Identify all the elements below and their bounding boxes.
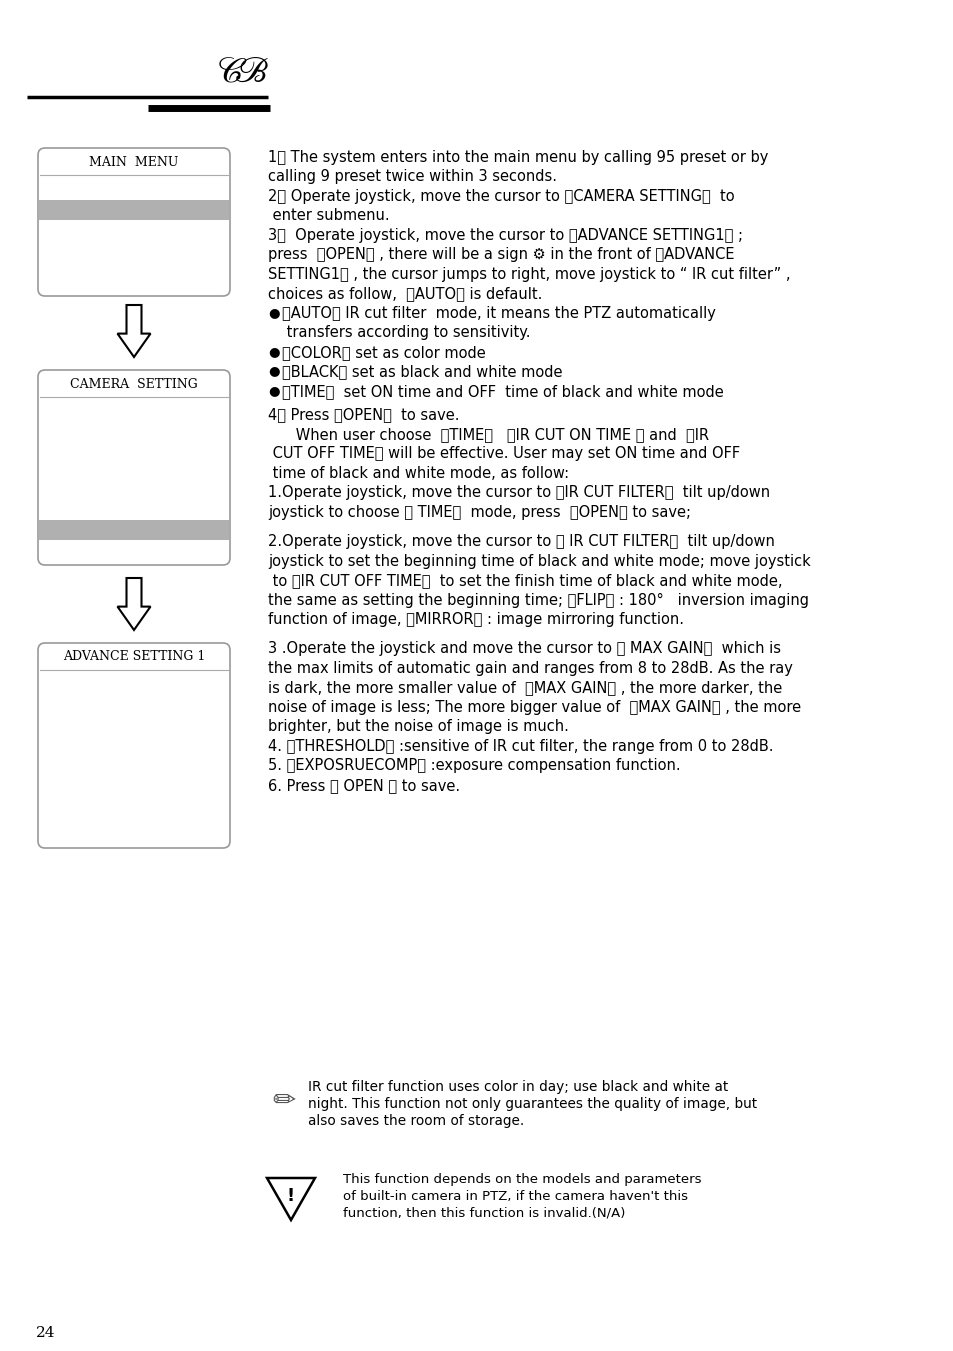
- Text: is dark, the more smaller value of  「MAX GAIN」 , the more darker, the: is dark, the more smaller value of 「MAX …: [268, 681, 781, 696]
- Text: calling 9 preset twice within 3 seconds.: calling 9 preset twice within 3 seconds.: [268, 169, 557, 185]
- Text: of built-in camera in PTZ, if the camera haven't this: of built-in camera in PTZ, if the camera…: [343, 1190, 687, 1202]
- Text: time of black and white mode, as follow:: time of black and white mode, as follow:: [268, 466, 569, 481]
- Text: function, then this function is invalid.(N/A): function, then this function is invalid.…: [343, 1206, 625, 1220]
- Text: 4、 Press 「OPEN」  to save.: 4、 Press 「OPEN」 to save.: [268, 408, 459, 423]
- Text: ●: ●: [268, 345, 279, 358]
- Text: the same as setting the beginning time; 「FLIP」 : 180°   inversion imaging: the same as setting the beginning time; …: [268, 593, 808, 608]
- Text: noise of image is less; The more bigger value of  「MAX GAIN」 , the more: noise of image is less; The more bigger …: [268, 700, 801, 715]
- FancyBboxPatch shape: [38, 149, 230, 296]
- Text: to 「IR CUT OFF TIME」  to set the finish time of black and white mode,: to 「IR CUT OFF TIME」 to set the finish t…: [268, 573, 781, 588]
- Text: 「COLOR」 set as color mode: 「COLOR」 set as color mode: [282, 345, 485, 359]
- Polygon shape: [117, 578, 151, 630]
- Text: 2.Operate joystick, move the cursor to 「 IR CUT FILTER」  tilt up/down: 2.Operate joystick, move the cursor to 「…: [268, 534, 774, 549]
- Text: ●: ●: [268, 384, 279, 397]
- Text: 「TIME」  set ON time and OFF  time of black and white mode: 「TIME」 set ON time and OFF time of black…: [282, 384, 723, 399]
- Text: enter submenu.: enter submenu.: [268, 208, 389, 223]
- Text: 「AUTO」 IR cut filter  mode, it means the PTZ automatically: 「AUTO」 IR cut filter mode, it means the …: [282, 305, 715, 322]
- Text: 24: 24: [36, 1325, 55, 1340]
- FancyBboxPatch shape: [38, 370, 230, 565]
- Text: ●: ●: [268, 365, 279, 377]
- FancyBboxPatch shape: [38, 643, 230, 848]
- Text: also saves the room of storage.: also saves the room of storage.: [308, 1115, 524, 1128]
- Polygon shape: [267, 1178, 314, 1220]
- Bar: [39, 200, 229, 220]
- Text: !: !: [287, 1188, 294, 1205]
- Text: This function depends on the models and parameters: This function depends on the models and …: [343, 1173, 700, 1186]
- Text: $\mathscr{C}\!\!\mathscr{B}$: $\mathscr{C}\!\!\mathscr{B}$: [217, 55, 269, 89]
- Text: joystick to set the beginning time of black and white mode; move joystick: joystick to set the beginning time of bl…: [268, 554, 810, 569]
- Text: SETTING1」 , the cursor jumps to right, move joystick to “ IR cut filter” ,: SETTING1」 , the cursor jumps to right, m…: [268, 267, 790, 282]
- Text: ✏: ✏: [272, 1088, 294, 1115]
- Bar: [39, 520, 229, 540]
- Text: the max limits of automatic gain and ranges from 8 to 28dB. As the ray: the max limits of automatic gain and ran…: [268, 661, 792, 676]
- Text: ●: ●: [268, 305, 279, 319]
- Text: 4. 「THRESHOLD」 :sensitive of IR cut filter, the range from 0 to 28dB.: 4. 「THRESHOLD」 :sensitive of IR cut filt…: [268, 739, 773, 754]
- Text: 1、 The system enters into the main menu by calling 95 preset or by: 1、 The system enters into the main menu …: [268, 150, 767, 165]
- Text: joystick to choose 「 TIME」  mode, press  「OPEN」 to save;: joystick to choose 「 TIME」 mode, press 「…: [268, 505, 690, 520]
- Text: 1.Operate joystick, move the cursor to 「IR CUT FILTER」  tilt up/down: 1.Operate joystick, move the cursor to 「…: [268, 485, 769, 500]
- Text: 2、 Operate joystick, move the cursor to 「CAMERA SETTING」  to: 2、 Operate joystick, move the cursor to …: [268, 189, 734, 204]
- Text: press  「OPEN」 , there will be a sign ⚙ in the front of 「ADVANCE: press 「OPEN」 , there will be a sign ⚙ in…: [268, 247, 734, 262]
- Text: brighter, but the noise of image is much.: brighter, but the noise of image is much…: [268, 719, 568, 735]
- Polygon shape: [117, 305, 151, 357]
- Text: 6. Press 「 OPEN 」 to save.: 6. Press 「 OPEN 」 to save.: [268, 778, 459, 793]
- Text: function of image, 「MIRROR」 : image mirroring function.: function of image, 「MIRROR」 : image mirr…: [268, 612, 683, 627]
- Text: CAMERA  SETTING: CAMERA SETTING: [71, 377, 197, 390]
- Text: CUT OFF TIME」 will be effective. User may set ON time and OFF: CUT OFF TIME」 will be effective. User ma…: [268, 446, 740, 462]
- Text: 5. 「EXPOSRUECOMP」 :exposure compensation function.: 5. 「EXPOSRUECOMP」 :exposure compensation…: [268, 758, 679, 773]
- Text: MAIN  MENU: MAIN MENU: [90, 155, 178, 169]
- Text: IR cut filter function uses color in day; use black and white at: IR cut filter function uses color in day…: [308, 1079, 727, 1094]
- Text: 3 .Operate the joystick and move the cursor to 「 MAX GAIN」  which is: 3 .Operate the joystick and move the cur…: [268, 642, 781, 657]
- Text: night. This function not only guarantees the quality of image, but: night. This function not only guarantees…: [308, 1097, 757, 1111]
- Text: ADVANCE SETTING 1: ADVANCE SETTING 1: [63, 650, 205, 663]
- Text: When user choose  「TIME」   「IR CUT ON TIME 」 and  「IR: When user choose 「TIME」 「IR CUT ON TIME …: [268, 427, 708, 442]
- Text: choices as follow,  「AUTO」 is default.: choices as follow, 「AUTO」 is default.: [268, 286, 542, 301]
- Text: transfers according to sensitivity.: transfers according to sensitivity.: [282, 326, 530, 340]
- Text: 「BLACK」 set as black and white mode: 「BLACK」 set as black and white mode: [282, 365, 562, 380]
- Text: 3、  Operate joystick, move the cursor to 「ADVANCE SETTING1」 ;: 3、 Operate joystick, move the cursor to …: [268, 228, 742, 243]
